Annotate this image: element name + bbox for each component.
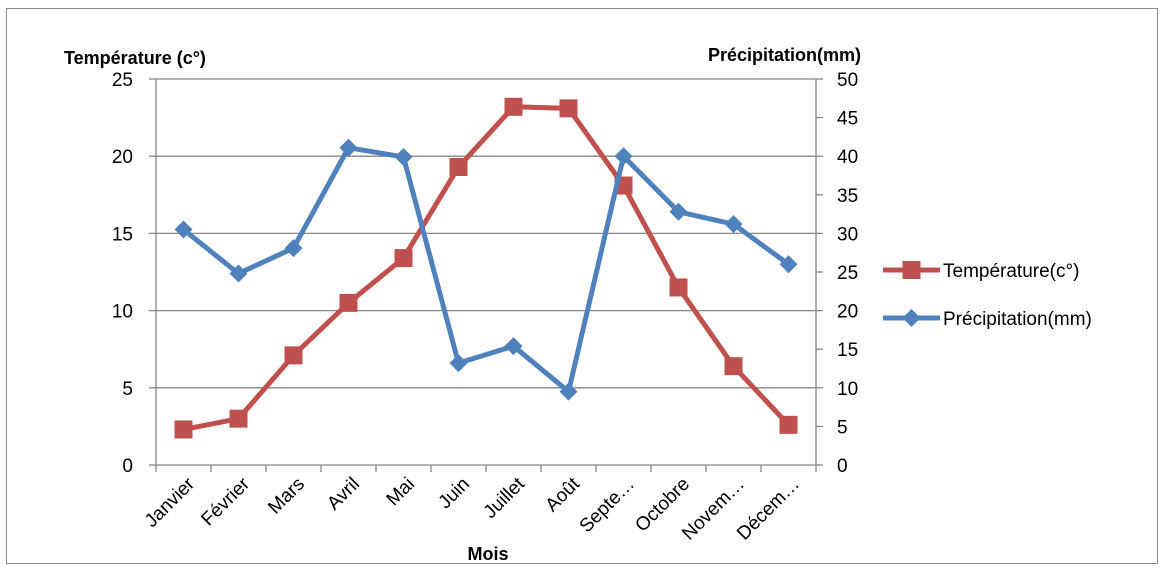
legend-label: Température(c°) bbox=[943, 261, 1079, 282]
left-tick-label: 0 bbox=[122, 456, 133, 477]
data-point bbox=[450, 354, 468, 372]
data-point bbox=[670, 278, 688, 296]
legend-item: Précipitation(mm) bbox=[883, 309, 1092, 330]
x-tick-label: Juin bbox=[435, 474, 474, 513]
right-tick-label: 25 bbox=[837, 263, 858, 284]
data-point bbox=[340, 294, 358, 312]
x-tick-label: Mars bbox=[264, 474, 309, 519]
x-tick-label: Janvier bbox=[141, 473, 200, 532]
right-tick-label: 15 bbox=[837, 340, 858, 361]
data-point bbox=[175, 420, 193, 438]
right-tick-label: 50 bbox=[837, 70, 858, 91]
right-tick-label: 30 bbox=[837, 224, 858, 245]
left-axis-title: Température (c°) bbox=[64, 48, 206, 68]
left-tick-label: 10 bbox=[112, 302, 133, 323]
right-tick-label: 40 bbox=[837, 147, 858, 168]
right-tick-label: 0 bbox=[837, 456, 848, 477]
left-tick-label: 5 bbox=[122, 379, 133, 400]
right-axis-ticks: 0 5 10 15 20 25 30 35 40 45 50 bbox=[816, 70, 858, 477]
series-line bbox=[184, 148, 789, 392]
legend: Température(c°) Précipitation(mm) bbox=[883, 261, 1092, 330]
left-tick-label: 25 bbox=[112, 70, 133, 91]
data-point bbox=[395, 249, 413, 267]
left-tick-label: 15 bbox=[112, 224, 133, 245]
data-point bbox=[725, 357, 743, 375]
x-tick-label: Juillet bbox=[480, 473, 530, 523]
legend-marker bbox=[903, 261, 921, 279]
right-tick-label: 45 bbox=[837, 109, 858, 130]
data-point bbox=[450, 158, 468, 176]
right-axis-title: Précipitation(mm) bbox=[708, 45, 861, 65]
data-point bbox=[505, 98, 523, 116]
left-axis-ticks: 0 5 10 15 20 25 bbox=[112, 70, 156, 477]
series-line bbox=[184, 107, 789, 430]
data-point bbox=[395, 148, 413, 166]
x-tick-label: Août bbox=[542, 473, 585, 516]
x-tick-label: Mai bbox=[383, 474, 420, 511]
right-tick-label: 35 bbox=[837, 186, 858, 207]
data-point bbox=[780, 416, 798, 434]
x-axis-title: Mois bbox=[467, 544, 508, 564]
right-tick-label: 5 bbox=[837, 417, 848, 438]
legend-label: Précipitation(mm) bbox=[943, 309, 1092, 330]
data-point bbox=[230, 410, 248, 428]
legend-marker bbox=[903, 309, 921, 327]
x-tick-label: Avril bbox=[323, 474, 364, 515]
legend-item: Température(c°) bbox=[883, 261, 1079, 282]
right-tick-label: 10 bbox=[837, 379, 858, 400]
x-tick-label: Février bbox=[197, 473, 254, 530]
data-point bbox=[560, 99, 578, 117]
data-point bbox=[285, 346, 303, 364]
x-tick-label: Septe… bbox=[576, 474, 639, 537]
left-tick-label: 20 bbox=[112, 147, 133, 168]
series-precipitation bbox=[175, 139, 798, 401]
right-tick-label: 20 bbox=[837, 302, 858, 323]
